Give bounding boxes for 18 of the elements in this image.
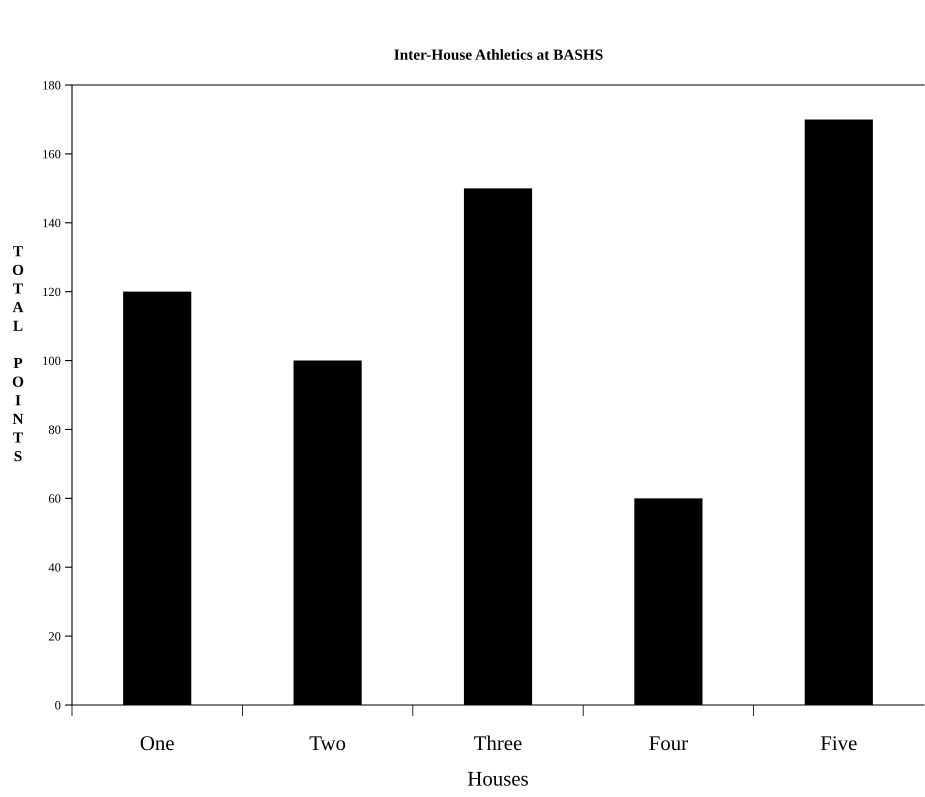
y-tick-label: 140 (43, 218, 60, 228)
y-tick-label: 80 (48, 425, 60, 434)
x-axis-title: Houses (468, 772, 528, 786)
y-tick-label: 120 (43, 288, 60, 296)
chart-title: Inter-House Athletics at BASHS (394, 49, 603, 60)
y-tick-label: 60 (48, 494, 60, 503)
x-tick-label: Three (474, 736, 522, 750)
x-tick-label: Five (820, 736, 857, 750)
y-tick-label: 40 (48, 563, 60, 572)
y-tick-label: 180 (43, 81, 60, 90)
y-tick-label: 0 (55, 701, 60, 710)
x-tick-label: One (140, 736, 174, 750)
y-tick-label: 160 (43, 150, 60, 158)
text: TOTAL POINTS (12, 246, 24, 462)
x-tick-label: Two (310, 736, 346, 750)
y-tick-label: 20 (48, 632, 60, 641)
y-tick-label: 100 (43, 356, 60, 366)
x-tick-label: Four (649, 736, 688, 750)
